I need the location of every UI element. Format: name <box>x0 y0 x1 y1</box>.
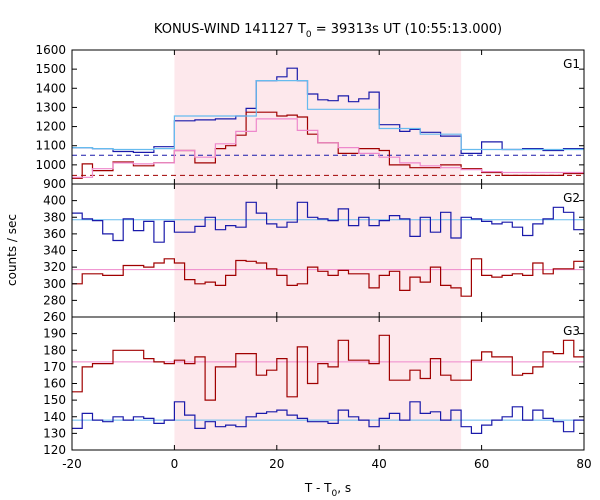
y-tick-label: 1100 <box>35 139 66 153</box>
x-axis-label: T - T0, s <box>304 481 351 499</box>
chart-title-main: KONUS-WIND 141127 T <box>154 22 306 37</box>
shaded-interval <box>174 50 462 184</box>
y-tick-label: 280 <box>43 293 66 307</box>
y-tick-label: 180 <box>43 343 66 357</box>
panel-label: G2 <box>563 191 580 205</box>
panel-g2: 260 280 300 320 340 360 380 400 G2 <box>43 183 585 324</box>
series-pink-g1 <box>72 118 584 178</box>
y-tick-label: 320 <box>43 260 66 274</box>
panel-g1: 900 1000 1100 1200 1300 1400 1500 1600 G1 <box>35 43 585 191</box>
x-tick-label: 60 <box>474 457 489 471</box>
y-tick-label: 160 <box>43 377 66 391</box>
series-light_blue-g1 <box>72 80 584 151</box>
plot-area <box>72 334 584 434</box>
y-tick-label: 170 <box>43 360 66 374</box>
series-red-g3 <box>72 334 584 401</box>
y-tick-label: 140 <box>43 410 66 424</box>
y-tick-label: 1600 <box>35 43 66 57</box>
chart-panels: 9001000110012001300140015001600G12602803… <box>35 43 591 471</box>
series-blue-g2 <box>72 201 584 243</box>
y-tick-label: 1500 <box>35 62 66 76</box>
y-axis-label: counts / sec <box>5 214 19 286</box>
x-tick-label: 80 <box>576 457 591 471</box>
chart-title-subscript: 0 <box>306 30 312 40</box>
chart-title: KONUS-WIND 141127 T0 = 39313s UT (10:55:… <box>154 22 502 40</box>
y-tick-label: 260 <box>43 310 66 324</box>
y-tick-label: 1000 <box>35 158 66 172</box>
x-axis-label-rest: , s <box>337 481 351 495</box>
plot-area <box>72 67 584 179</box>
x-tick-label: 40 <box>372 457 387 471</box>
panel-label: G1 <box>563 57 580 71</box>
y-tick-label: 300 <box>43 277 66 291</box>
y-tick-label: 120 <box>43 443 66 457</box>
y-tick-label: 400 <box>43 194 66 208</box>
series-blue-g1 <box>72 67 584 154</box>
x-axis-label-subscript: 0 <box>332 489 338 499</box>
y-tick-label: 150 <box>43 393 66 407</box>
x-tick-label: 20 <box>269 457 284 471</box>
chart-title-rest: = 39313s UT (10:55:13.000) <box>312 22 502 37</box>
y-tick-label: 340 <box>43 244 66 258</box>
panel-g3: 120 130 140 150 160 170 180 190 G3 <box>43 316 585 457</box>
series-red-g2 <box>72 258 584 297</box>
plot-area <box>72 201 584 297</box>
x-tick-label: 0 <box>171 457 179 471</box>
x-tick-label: -20 <box>62 457 82 471</box>
y-tick-label: 1400 <box>35 81 66 95</box>
x-axis-label-main: T - T <box>304 481 332 495</box>
series-blue-g3 <box>72 401 584 434</box>
y-tick-label: 1200 <box>35 120 66 134</box>
shaded-interval <box>174 184 462 317</box>
y-tick-label: 190 <box>43 327 66 341</box>
y-tick-label: 1300 <box>35 100 66 114</box>
y-tick-label: 380 <box>43 210 66 224</box>
y-tick-label: 360 <box>43 227 66 241</box>
y-tick-label: 130 <box>43 426 66 440</box>
panel-label: G3 <box>563 324 580 338</box>
y-tick-label: 900 <box>43 177 66 191</box>
